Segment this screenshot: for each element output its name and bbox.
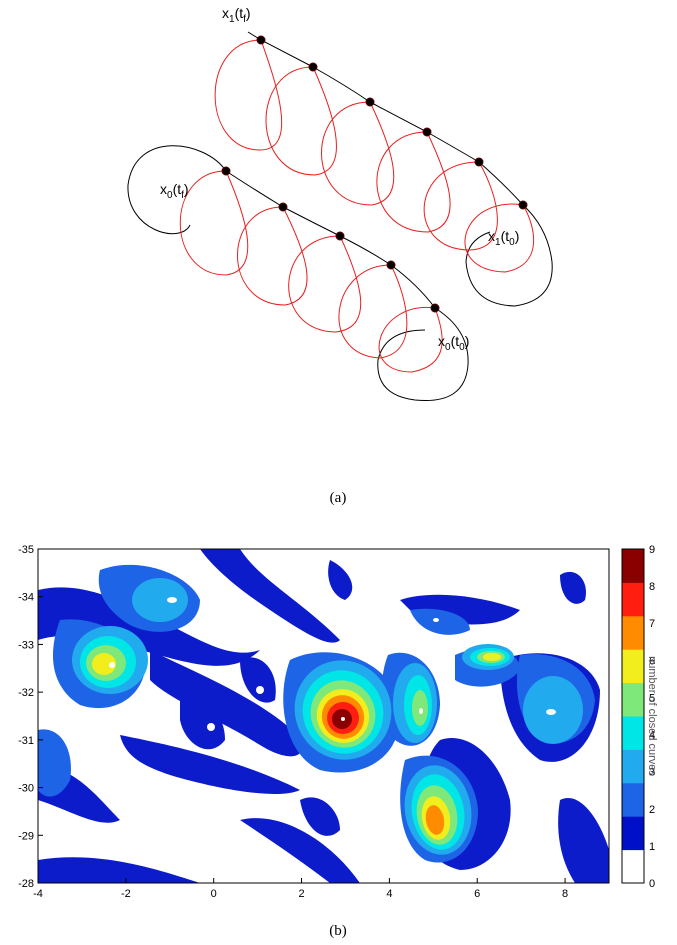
x-tick-label: 4: [386, 888, 392, 900]
colorbar-tick-label: 7: [649, 618, 655, 630]
heatmap-plot: -4 -2 0 2 4 6 8 -35 -34 -33 -32 -31 -30 -29 -28: [18, 544, 610, 900]
colorbar-tick-label: 8: [649, 581, 655, 593]
colorbar-label: number of closed curves: [646, 656, 658, 776]
loops-x0: [179, 170, 443, 373]
label-x1-t0: x1(t0): [488, 228, 519, 248]
x-tick-label: -4: [33, 888, 43, 900]
colorbar-tick-label: 6: [649, 655, 655, 667]
x-tick-label: 0: [211, 888, 217, 900]
colorbar-tick-label: 9: [649, 544, 655, 556]
trajectory-points: [221, 35, 528, 313]
colorbar-tick-label: 2: [649, 804, 655, 816]
colorbar-swatch: [622, 749, 644, 784]
colorbar-swatch: [622, 716, 644, 750]
panel-a-diagram: x1(tf) x0(tf) x1(t0) x0(t0): [127, 5, 553, 402]
caption-a: (a): [330, 490, 347, 506]
plot-frame: [37, 548, 610, 884]
colorbar-swatch: [622, 649, 644, 684]
y-tick-label: -35: [18, 544, 34, 556]
colorbar-swatch: [622, 816, 644, 851]
colorbar-swatch: [622, 782, 644, 817]
loops-x1: [214, 39, 535, 273]
y-tick-label: -30: [18, 783, 34, 795]
colorbar-swatch: [622, 549, 644, 583]
colorbar-swatch: [622, 615, 644, 650]
x-tick-label: -2: [121, 888, 131, 900]
x-axis: -4 -2 0 2 4 6 8: [33, 878, 568, 900]
heatmap-field: [38, 549, 609, 883]
colorbar-tick-label: 3: [649, 767, 655, 779]
colorbar-swatch: [622, 682, 644, 717]
y-tick-label: -31: [18, 735, 34, 747]
x-tick-label: 8: [562, 888, 568, 900]
colorbar: 0 1 2 3 4 5 6 7 8 9 number of closed curves: [621, 544, 658, 890]
colorbar-tick-label: 1: [649, 841, 655, 853]
label-x1-tf: x1(tf): [222, 5, 251, 25]
trajectory-x1: [247, 31, 553, 307]
y-tick-label: -32: [18, 687, 34, 699]
x-tick-label: 2: [298, 888, 304, 900]
label-x0-tf: x0(tf): [160, 181, 189, 201]
y-tick-label: -33: [18, 639, 34, 651]
colorbar-tick-label: 4: [649, 730, 655, 742]
y-tick-label: -34: [18, 592, 34, 604]
colorbar-tick-label: 0: [649, 878, 655, 890]
colorbar-tick-label: 5: [649, 692, 655, 704]
label-x0-t0: x0(t0): [438, 333, 469, 353]
y-axis: -35 -34 -33 -32 -31 -30 -29 -28: [18, 544, 43, 890]
colorbar-swatch: [622, 582, 644, 617]
y-tick-label: -28: [18, 878, 34, 890]
colorbar-frame: [621, 548, 645, 884]
caption-b: (b): [329, 923, 347, 939]
colorbar-swatch: [622, 849, 644, 884]
x-tick-label: 6: [474, 888, 480, 900]
trajectory-x0: [127, 145, 469, 402]
y-tick-label: -29: [18, 830, 34, 842]
